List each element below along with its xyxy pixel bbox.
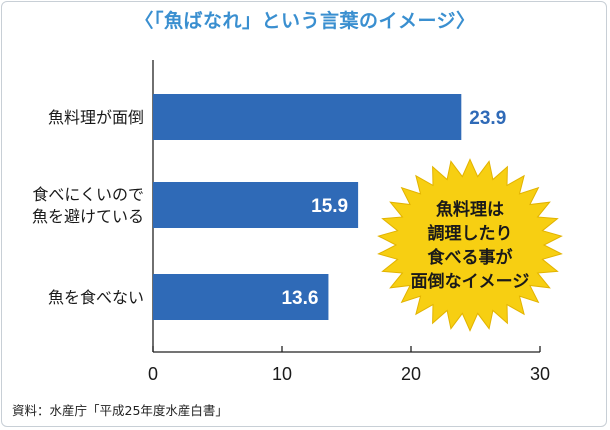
- category-label: 魚を避けている: [32, 207, 144, 226]
- starburst-callout: [377, 158, 563, 332]
- callout-text: 面倒なイメージ: [411, 272, 530, 292]
- callout-text: 魚料理は: [436, 199, 504, 220]
- category-label: 魚を食べない: [48, 288, 144, 307]
- bar: [153, 182, 359, 228]
- data-label: 15.9: [311, 196, 348, 217]
- chart-title: 〈「魚ばなれ」という言葉のイメージ〉: [134, 10, 476, 32]
- category-label: 魚料理が面倒: [48, 108, 144, 127]
- data-label: 13.6: [281, 288, 318, 309]
- x-tick-label: 30: [530, 364, 550, 384]
- callout-text: 調理したり: [428, 223, 513, 244]
- x-tick-label: 20: [401, 364, 421, 384]
- callout-text: 食べる事が: [428, 247, 513, 268]
- source-note: 資料：水産庁「平成25年度水産白書」: [12, 403, 228, 418]
- x-tick-label: 0: [148, 364, 158, 384]
- data-label: 23.9: [469, 108, 506, 129]
- x-tick-label: 10: [272, 364, 292, 384]
- category-label: 食べにくいので: [32, 185, 144, 204]
- bar: [153, 94, 462, 140]
- bar: [153, 274, 329, 320]
